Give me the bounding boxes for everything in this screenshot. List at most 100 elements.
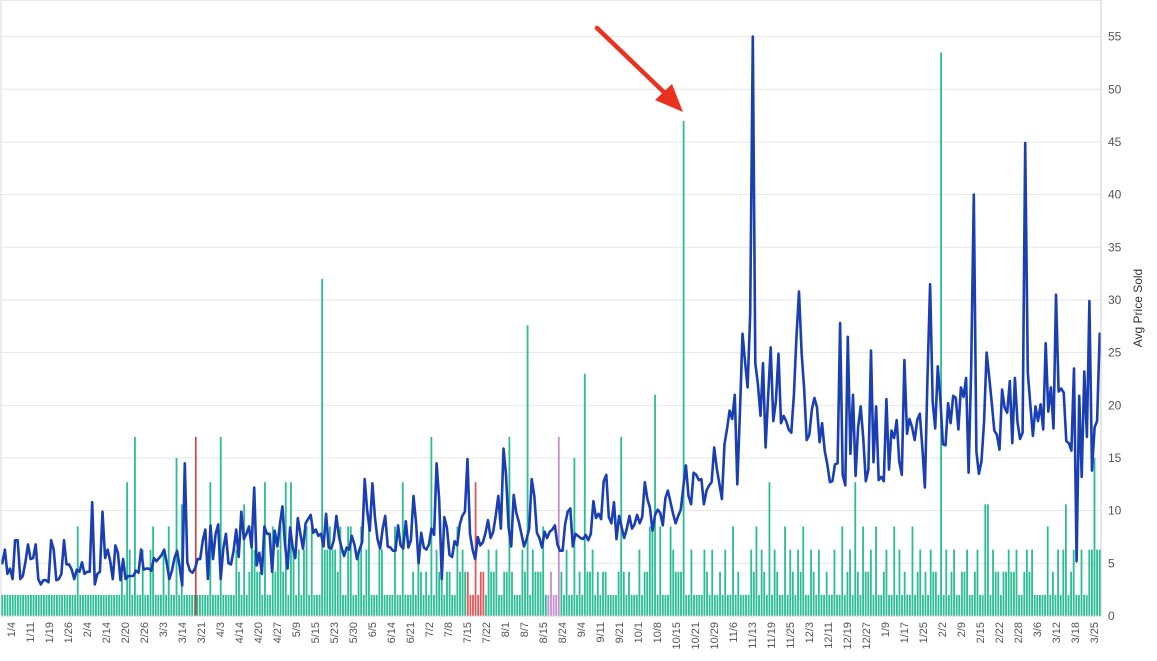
bar [973,571,976,616]
bar [719,571,721,616]
bar [157,594,160,616]
bar [277,549,279,616]
bar [1005,571,1007,616]
bar [492,571,495,616]
bar [560,571,563,616]
x-tick-label: 3/14 [177,622,189,643]
bar [349,526,352,616]
bar [908,594,911,616]
bar [84,594,87,616]
bar [906,594,909,616]
bar [864,571,867,616]
bar [812,571,815,616]
bar [1083,594,1086,616]
bar [919,549,922,616]
bar [212,594,214,616]
bar [1067,594,1070,616]
bar [238,571,240,616]
bar [628,571,630,616]
bar [659,526,662,616]
x-tick-label: 1/4 [6,622,18,637]
bar [136,594,139,616]
bar [711,549,714,616]
x-tick-label: 1/25 [918,622,930,643]
bar [1057,549,1060,616]
bar [149,549,152,616]
y-tick-label: 55 [1108,30,1122,44]
x-tick-label: 8/24 [557,622,569,643]
bar [279,526,282,616]
x-tick-label: 7/22 [481,622,493,643]
bar [1018,594,1020,616]
bar [347,526,350,616]
bar [1054,594,1057,616]
bar [518,594,521,616]
bar [1015,549,1018,616]
bar-highlight [195,436,197,616]
bar [118,594,121,616]
x-tick-label: 4/27 [272,622,284,643]
y-tick-label: 40 [1108,188,1122,202]
bar [295,594,298,616]
bar [664,594,667,616]
bar [326,549,329,616]
bar [1,594,4,616]
bar [698,594,701,616]
bar [1098,549,1101,616]
bar [685,594,688,616]
bar [544,594,547,616]
bar [50,594,53,616]
bar [414,594,417,616]
bar [739,594,742,616]
bar [1031,549,1033,616]
bar [165,594,168,616]
bar [355,594,357,616]
bar [269,594,272,616]
bar [121,573,123,616]
bar [373,594,376,616]
bar [430,436,433,616]
bar [282,571,285,616]
x-tick-label: 7/8 [443,622,455,637]
y-tick-label: 30 [1108,293,1122,307]
bar [435,549,438,616]
bar [1085,594,1088,616]
bar [310,526,313,616]
y-tick-label: 0 [1108,609,1115,623]
bar [706,571,708,616]
bar [1020,594,1023,616]
bar [505,571,508,616]
bar [183,594,186,616]
bar [880,594,883,616]
bar [22,594,25,616]
bar [329,526,331,616]
bar [942,594,945,616]
y-axis-label: Avg Price Sold [1131,269,1145,348]
bar [604,571,607,616]
bar [882,571,885,616]
bar [97,594,100,616]
bar [1023,571,1026,616]
bar [760,549,763,616]
bar [108,594,110,616]
bar [433,594,435,616]
bar [1072,549,1075,616]
bar [534,571,537,616]
bar [953,549,955,616]
bar [274,571,277,616]
bar [417,549,420,616]
bar [1064,504,1067,616]
bar [966,549,968,616]
bar [547,594,550,616]
bar [243,504,246,616]
bar [893,526,896,616]
bar [391,594,394,616]
bar [856,571,859,616]
bar [550,571,552,616]
bar [846,571,849,616]
bar [537,571,539,616]
bar [661,594,664,616]
bar [92,594,95,616]
y-tick-label: 25 [1108,346,1122,360]
